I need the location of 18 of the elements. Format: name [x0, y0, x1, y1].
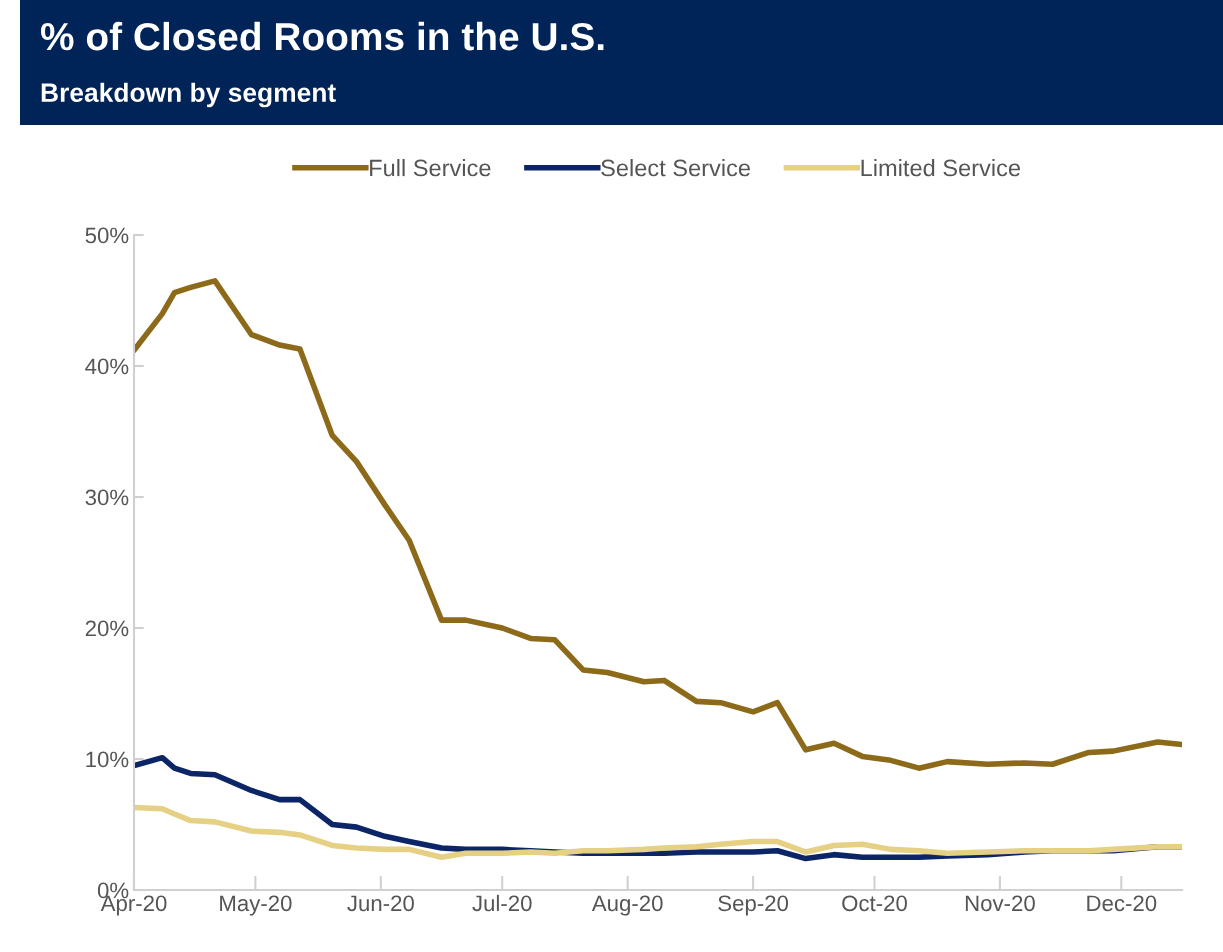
x-tick-label: Aug-20 [591, 895, 663, 916]
x-tick-label: Sep-20 [718, 895, 789, 916]
legend-label: Select Service [601, 158, 750, 177]
y-tick-label: 20% [85, 620, 129, 637]
x-tick-label: Jun-20 [347, 895, 414, 912]
x-tick-label: May-20 [220, 895, 292, 916]
x-tick-label: Oct-20 [842, 895, 907, 912]
y-tick-label: 30% [85, 489, 129, 506]
x-tick-label: Dec-20 [1087, 895, 1157, 912]
y-tick-label: 50% [85, 227, 129, 244]
y-tick-label: 10% [86, 751, 129, 768]
legend-label: Limited Service [861, 158, 1020, 177]
y-tick-label: 40% [85, 358, 129, 375]
legend-label: Full Service [370, 158, 491, 177]
x-tick-label: Jul-20 [472, 894, 532, 912]
x-tick-label: Nov-20 [965, 895, 1035, 912]
chart-title: % of Closed Rooms in the U.S. [40, 21, 604, 51]
chart-subtitle: Breakdown by segment [41, 82, 336, 108]
